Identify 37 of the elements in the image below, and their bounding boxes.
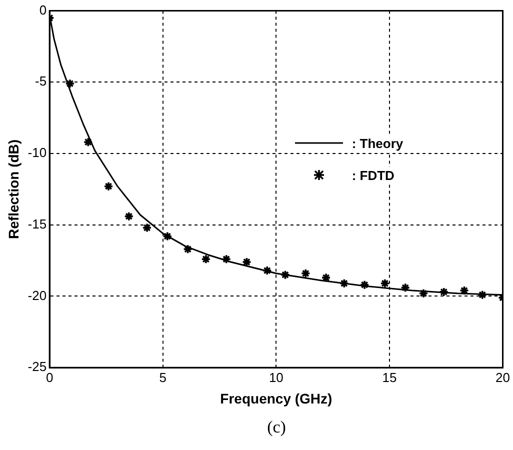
x-tick-label: 15 — [382, 370, 397, 385]
x-axis-title: Frequency (GHz) — [220, 390, 332, 406]
point — [142, 222, 152, 233]
x-tick-label: 20 — [496, 370, 510, 385]
point — [339, 278, 350, 288]
text: (c) — [267, 417, 286, 436]
x-tick-label: 5 — [159, 370, 166, 385]
point — [65, 78, 75, 88]
legend-label: : Theory — [348, 134, 406, 152]
point — [321, 272, 331, 283]
point — [104, 181, 114, 192]
point — [182, 244, 193, 254]
y-tick-label: -20 — [28, 288, 47, 303]
y-axis-title: Reflection (dB) — [5, 139, 22, 239]
point — [400, 282, 410, 293]
point — [262, 266, 272, 276]
point — [83, 137, 94, 148]
point — [459, 286, 470, 296]
x-tick-label: 10 — [268, 370, 284, 385]
point — [221, 254, 232, 264]
y-tick-label: -5 — [35, 74, 47, 89]
y-tick-label: -25 — [28, 359, 47, 374]
point — [280, 270, 290, 280]
legend-label: : FDTD — [348, 166, 398, 184]
point — [300, 268, 311, 278]
point — [201, 254, 211, 264]
point — [124, 211, 134, 222]
y-tick-label: -10 — [28, 145, 47, 160]
point — [360, 280, 370, 290]
point — [242, 257, 252, 267]
y-tick-label: 0 — [39, 2, 47, 18]
point — [162, 231, 172, 242]
point — [477, 290, 488, 300]
y-tick-label: -15 — [28, 216, 47, 232]
point — [380, 278, 390, 288]
point — [418, 288, 428, 298]
point — [438, 287, 449, 297]
